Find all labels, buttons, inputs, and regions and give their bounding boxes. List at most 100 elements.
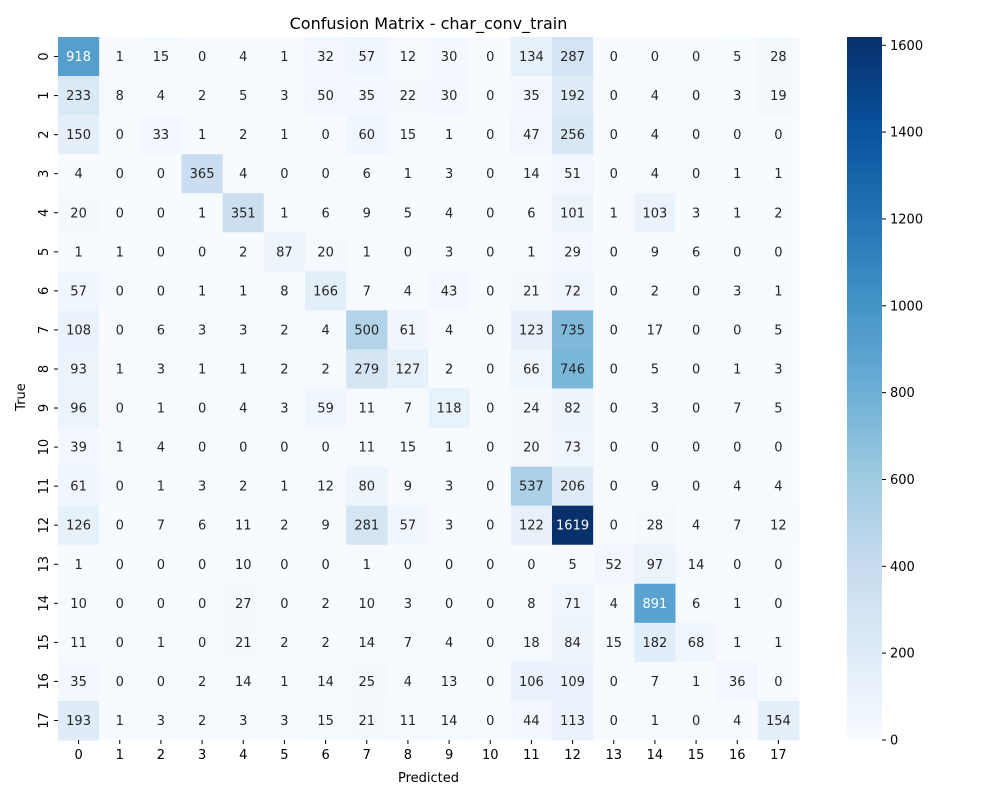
heatmap-cell	[552, 427, 594, 468]
heatmap-cell	[675, 544, 718, 585]
heatmap-cell	[346, 427, 388, 468]
cell-value-label: 5	[774, 402, 782, 417]
heatmap-cell	[346, 544, 388, 585]
cell-value-label: 735	[560, 323, 585, 338]
heatmap-cell	[58, 154, 100, 194]
cell-value-label: 35	[70, 675, 87, 690]
cell-value-label: 0	[486, 636, 494, 651]
cell-value-label: 14	[441, 714, 458, 729]
cell-value-label: 6	[321, 206, 329, 221]
heatmap-cell	[263, 310, 306, 350]
heatmap-cell	[634, 505, 676, 546]
cell-value-label: 1	[157, 480, 165, 495]
cell-value-label: 1	[363, 245, 371, 260]
cell-value-label: 2	[239, 128, 247, 143]
heatmap-cell	[181, 700, 224, 741]
heatmap-cell	[222, 388, 265, 429]
heatmap-cell	[181, 193, 224, 233]
cell-value-label: 4	[733, 480, 741, 495]
cell-value-label: 108	[66, 323, 91, 338]
heatmap-cell	[634, 154, 676, 194]
heatmap-cell	[552, 154, 594, 194]
cell-value-label: 122	[519, 519, 544, 534]
heatmap-cell	[428, 622, 471, 663]
heatmap-cell	[675, 466, 718, 507]
x-tick-label: 11	[523, 748, 540, 763]
cell-value-label: 1	[280, 128, 288, 143]
heatmap-cell	[222, 583, 265, 624]
cell-value-label: 0	[610, 402, 618, 417]
heatmap-cell	[757, 544, 800, 585]
cell-value-label: 3	[445, 519, 453, 534]
heatmap-cell	[716, 622, 759, 663]
cell-value-label: 47	[523, 128, 540, 143]
heatmap-cell	[346, 388, 388, 429]
heatmap-cell	[634, 583, 676, 624]
cell-value-label: 0	[157, 167, 165, 182]
heatmap-cell	[58, 427, 100, 468]
cell-value-label: 1	[774, 167, 782, 182]
heatmap-cell	[99, 505, 141, 546]
cell-value-label: 0	[157, 675, 165, 690]
cell-value-label: 3	[280, 714, 288, 729]
heatmap-cell	[552, 505, 594, 546]
heatmap-cell	[263, 76, 306, 116]
cell-value-label: 154	[766, 714, 791, 729]
cell-value-label: 59	[317, 402, 334, 417]
cell-value-label: 0	[774, 245, 782, 260]
cell-value-label: 0	[445, 558, 453, 573]
heatmap-cell	[263, 622, 306, 663]
heatmap-cell	[181, 154, 224, 194]
cell-value-label: 2	[280, 323, 288, 338]
heatmap-cell	[716, 193, 759, 233]
cell-value-label: 233	[66, 89, 91, 104]
cell-value-label: 126	[66, 519, 91, 534]
heatmap-cell	[140, 427, 182, 468]
y-tick-label: 5	[37, 248, 52, 256]
cell-value-label: 0	[486, 89, 494, 104]
heatmap-cell	[99, 583, 141, 624]
heatmap-cell	[305, 154, 347, 194]
x-tick-label: 13	[605, 748, 622, 763]
cell-value-label: 1	[280, 480, 288, 495]
cell-value-label: 0	[198, 558, 206, 573]
heatmap-cell	[510, 271, 553, 311]
cell-value-label: 2	[321, 597, 329, 612]
cell-value-label: 0	[280, 441, 288, 456]
heatmap-cell	[346, 37, 388, 77]
cell-value-label: 80	[358, 480, 375, 495]
cell-value-label: 0	[116, 675, 124, 690]
heatmap-cell	[305, 76, 347, 116]
cell-value-label: 0	[610, 245, 618, 260]
heatmap-cell	[593, 505, 635, 546]
heatmap-cell	[634, 115, 676, 155]
heatmap-cell	[58, 505, 100, 546]
heatmap-cell	[387, 388, 429, 429]
cell-value-label: 3	[198, 323, 206, 338]
heatmap-cell	[346, 154, 388, 194]
cell-value-label: 60	[358, 128, 375, 143]
heatmap-cell	[428, 466, 471, 507]
heatmap-cell	[222, 154, 265, 194]
heatmap-cell	[387, 232, 429, 272]
heatmap-cell	[593, 193, 635, 233]
heatmap-cell	[140, 76, 182, 116]
cell-value-label: 11	[358, 402, 375, 417]
cell-value-label: 1	[445, 128, 453, 143]
y-tick-label: 2	[37, 130, 52, 138]
cell-value-label: 4	[239, 167, 247, 182]
heatmap-cell	[716, 349, 759, 389]
cell-value-label: 24	[523, 402, 540, 417]
cell-value-label: 1	[774, 284, 782, 299]
x-tick-label: 14	[647, 748, 664, 763]
cell-value-label: 256	[560, 128, 585, 143]
cell-value-label: 28	[770, 50, 787, 65]
heatmap-cell	[58, 37, 100, 77]
cell-value-label: 6	[157, 323, 165, 338]
heatmap-cell	[263, 427, 306, 468]
heatmap-cell	[469, 427, 512, 468]
cell-value-label: 9	[651, 480, 659, 495]
cell-value-label: 7	[733, 519, 741, 534]
heatmap-cell	[346, 232, 388, 272]
heatmap-cell	[757, 310, 800, 350]
